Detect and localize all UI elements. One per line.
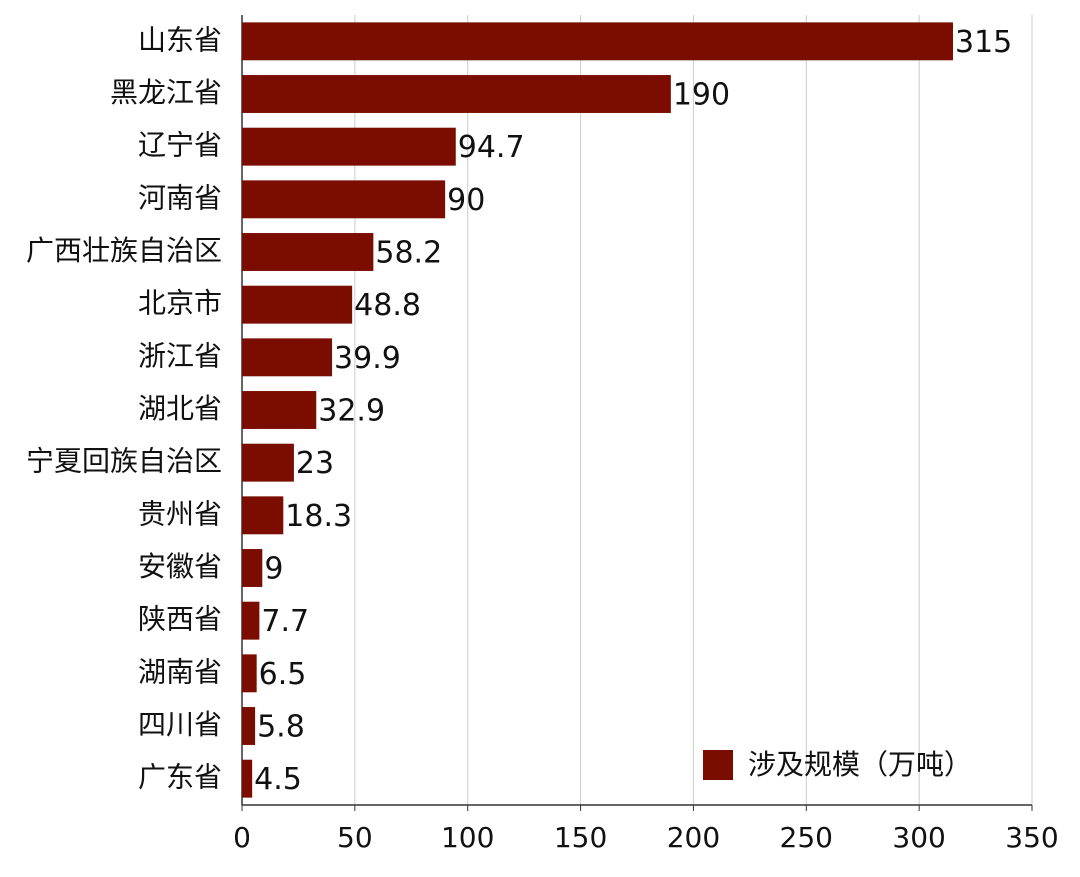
y-tick-label: 辽宁省 xyxy=(138,129,222,162)
bar xyxy=(242,127,456,166)
bar xyxy=(242,75,671,113)
bar xyxy=(242,391,317,429)
bar xyxy=(242,180,446,219)
bar xyxy=(242,549,263,587)
y-tick-label: 北京市 xyxy=(138,287,222,320)
value-label: 315 xyxy=(955,25,1012,60)
value-label: 94.7 xyxy=(458,130,525,165)
bar xyxy=(242,233,374,271)
value-label: 58.2 xyxy=(375,236,442,271)
y-tick-label: 宁夏回族自治区 xyxy=(26,445,222,478)
x-tick-label: 300 xyxy=(892,821,945,854)
value-label: 9 xyxy=(264,552,283,587)
x-tick-label: 100 xyxy=(441,821,494,854)
value-label: 48.8 xyxy=(354,288,421,323)
y-tick-label: 浙江省 xyxy=(138,339,222,372)
bar xyxy=(242,707,256,745)
value-label: 90 xyxy=(447,183,485,218)
y-tick-label: 广东省 xyxy=(138,761,222,794)
value-label: 4.5 xyxy=(254,762,302,797)
value-label: 32.9 xyxy=(318,394,385,429)
value-label: 39.9 xyxy=(334,341,401,376)
bar xyxy=(242,654,257,693)
value-label: 7.7 xyxy=(261,604,309,639)
y-tick-label: 湖南省 xyxy=(138,655,222,688)
legend-label: 涉及规模（万吨） xyxy=(748,748,972,781)
bar xyxy=(242,759,253,798)
bar xyxy=(242,601,260,640)
value-label: 23 xyxy=(296,446,334,481)
y-tick-label: 山东省 xyxy=(138,23,222,56)
bar xyxy=(242,443,294,482)
x-tick-label: 350 xyxy=(1005,821,1058,854)
x-tick-label: 50 xyxy=(337,821,373,854)
value-label: 18.3 xyxy=(285,499,352,534)
value-label: 190 xyxy=(673,78,730,113)
bar xyxy=(242,285,353,324)
x-tick-label: 150 xyxy=(554,821,607,854)
x-tick-label: 0 xyxy=(233,821,251,854)
bar xyxy=(242,338,333,377)
legend-swatch xyxy=(703,750,733,780)
y-tick-label: 广西壮族自治区 xyxy=(26,234,222,267)
value-label: 6.5 xyxy=(259,657,307,692)
x-tick-label: 250 xyxy=(780,821,833,854)
bar xyxy=(242,496,284,535)
x-tick-label: 200 xyxy=(667,821,720,854)
bar xyxy=(242,22,953,61)
y-tick-label: 湖北省 xyxy=(138,392,222,425)
y-tick-label: 河南省 xyxy=(138,181,222,214)
y-tick-label: 陕西省 xyxy=(138,603,222,636)
y-tick-label: 贵州省 xyxy=(138,497,222,530)
y-tick-label: 黑龙江省 xyxy=(110,76,222,109)
value-label: 5.8 xyxy=(257,710,305,745)
y-tick-label: 四川省 xyxy=(138,708,222,741)
y-tick-label: 安徽省 xyxy=(138,550,222,583)
